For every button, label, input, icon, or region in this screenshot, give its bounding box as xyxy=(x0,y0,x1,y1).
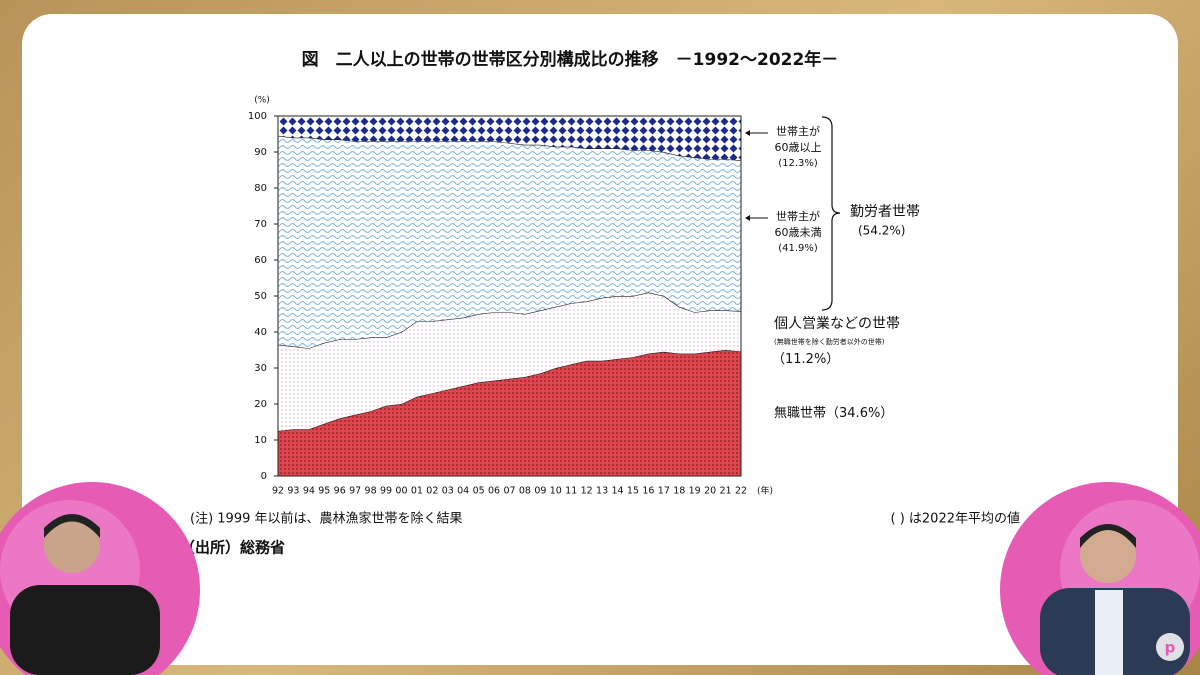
x-tick-label: 97 xyxy=(349,486,361,497)
x-tick-label: 14 xyxy=(611,486,623,497)
series-label: 無職世帯（34.6%） xyxy=(774,406,893,422)
x-tick-label: 18 xyxy=(673,486,685,497)
area xyxy=(278,135,741,349)
group-note: (54.2%) xyxy=(858,224,905,238)
y-tick-label: 30 xyxy=(254,363,267,374)
x-tick-label: 10 xyxy=(550,486,562,497)
note: (注) 1999 年以前は、農林漁家世帯を除く結果 xyxy=(190,511,463,527)
x-tick-label: 11 xyxy=(565,486,577,497)
area xyxy=(278,350,741,476)
x-tick-label: 17 xyxy=(658,486,670,497)
x-tick-label: 21 xyxy=(720,486,732,497)
x-tick-label: 12 xyxy=(581,486,593,497)
y-tick-label: 60 xyxy=(254,255,267,266)
y-tick-label: 20 xyxy=(254,399,267,410)
svg-text:p: p xyxy=(1165,639,1176,657)
note: ( ) は2022年平均の値 xyxy=(891,511,1021,527)
x-tick-label: 03 xyxy=(442,486,454,497)
x-tick-label: 95 xyxy=(318,486,330,497)
y-tick-label: 70 xyxy=(254,219,267,230)
x-tick-label: 00 xyxy=(395,486,407,497)
x-tick-label: 99 xyxy=(380,486,392,497)
arrow-head xyxy=(745,130,750,136)
webcam-right: p xyxy=(1000,482,1200,675)
x-tick-label: 15 xyxy=(627,486,639,497)
series-note: （11.2%） xyxy=(772,352,840,367)
x-tick-label: 08 xyxy=(519,486,531,497)
x-tick-label: 06 xyxy=(488,486,500,497)
x-tick-label: 96 xyxy=(334,486,346,497)
series-name: 無職世帯 xyxy=(774,406,827,421)
x-tick-label: 07 xyxy=(503,486,515,497)
source: （出所）総務省 xyxy=(180,539,285,557)
series-sub: (無職世帯を除く勤労者以外の世帯) xyxy=(774,338,885,346)
y-tick-label: 0 xyxy=(261,471,267,482)
series-note: (12.3%) xyxy=(778,158,818,169)
group-label: 勤労者世帯 xyxy=(850,204,920,220)
webcam-left xyxy=(0,482,200,675)
x-tick-label: 02 xyxy=(426,486,438,497)
y-tick-label: 10 xyxy=(254,435,267,446)
x-tick-label: 20 xyxy=(704,486,716,497)
x-tick-label: 19 xyxy=(689,486,701,497)
y-tick-label: 100 xyxy=(248,111,267,122)
series-note: （34.6%） xyxy=(826,406,894,421)
x-tick-label: 13 xyxy=(596,486,608,497)
y-tick-label: 90 xyxy=(254,147,267,158)
chart-title: 図 二人以上の世帯の世帯区分別構成比の推移 －1992～2022年－ xyxy=(302,49,839,70)
x-tick-label: 01 xyxy=(411,486,423,497)
y-axis-label: (%) xyxy=(254,96,270,106)
arrow-head xyxy=(745,215,750,221)
x-tick-label: 05 xyxy=(473,486,485,497)
x-axis-label: (年) xyxy=(757,485,773,497)
area xyxy=(278,292,741,431)
x-tick-label: 93 xyxy=(287,486,299,497)
y-tick-label: 50 xyxy=(254,291,267,302)
series-label: 世帯主が60歳以上 xyxy=(774,125,822,154)
x-tick-label: 22 xyxy=(735,486,747,497)
x-tick-label: 16 xyxy=(642,486,654,497)
x-tick-label: 94 xyxy=(303,486,315,497)
x-tick-label: 98 xyxy=(365,486,377,497)
y-tick-label: 80 xyxy=(254,183,267,194)
series-note: (41.9%) xyxy=(778,243,818,254)
series-label: 個人営業などの世帯 xyxy=(774,316,900,332)
x-tick-label: 04 xyxy=(457,486,469,497)
x-tick-label: 09 xyxy=(534,486,546,497)
x-tick-label: 92 xyxy=(272,486,284,497)
group-bracket xyxy=(821,116,841,311)
area xyxy=(278,116,741,161)
series-label: 世帯主が60歳未満 xyxy=(774,210,822,239)
y-tick-label: 40 xyxy=(254,327,267,338)
